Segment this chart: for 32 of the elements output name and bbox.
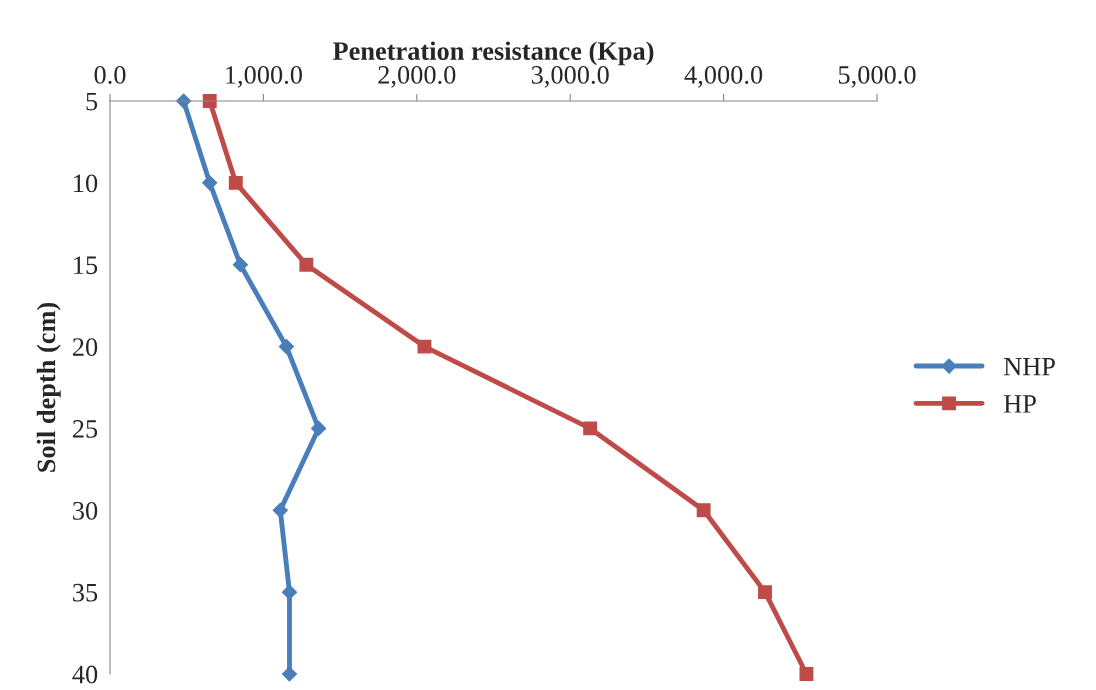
point: [278, 339, 294, 355]
point: [232, 257, 248, 273]
legend-label: NHP: [1003, 358, 1055, 376]
y-tick-label: 40: [72, 665, 98, 684]
point: [696, 503, 711, 518]
point: [799, 667, 814, 681]
x-tick-label: 5,000.0: [838, 66, 916, 88]
point: [228, 175, 243, 190]
legend-label: HP: [1003, 395, 1036, 413]
x-tick-label: 0.0: [94, 66, 126, 84]
x-tick-label: 1,000.0: [226, 66, 302, 88]
y-tick-label: 10: [74, 174, 98, 193]
point: [758, 585, 772, 600]
point: [202, 175, 218, 191]
x-tick-label: 2,000.0: [378, 66, 456, 88]
x-axis-title: Penetration resistance (Kpa): [332, 41, 654, 66]
y-tick-label: 30: [73, 501, 98, 520]
y-tick-label: 25: [72, 420, 98, 438]
y-axis-title: Soil depth (cm): [36, 302, 61, 472]
y-tick-label: 15: [74, 256, 98, 275]
point: [272, 502, 288, 518]
point: [583, 421, 598, 436]
y-tick-label: 35: [73, 583, 98, 602]
point: [281, 666, 298, 682]
x-tick-label: 4,000.0: [684, 66, 763, 88]
x-tick-label: 3,000.0: [531, 66, 609, 88]
point: [417, 339, 432, 354]
y-tick-label: 20: [72, 338, 98, 356]
y-tick-label: 5: [86, 92, 98, 111]
point: [281, 584, 298, 600]
point: [299, 257, 314, 272]
point: [311, 420, 327, 436]
